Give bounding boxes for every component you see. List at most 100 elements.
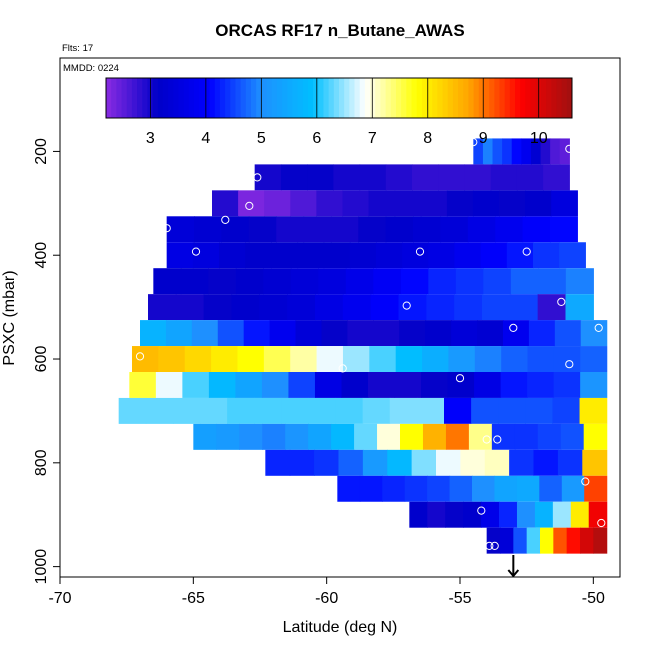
heatmap-cell [533, 242, 560, 269]
colorbar-segment [276, 78, 283, 118]
sample-marker [509, 323, 518, 332]
heatmap-cell [259, 294, 288, 321]
heatmap-cell [368, 372, 396, 398]
heatmap-cell [331, 423, 355, 450]
colorbar-segment [297, 78, 304, 118]
heatmap-cell [203, 294, 233, 321]
colorbar-segment [245, 78, 252, 118]
heatmap-cell [593, 527, 608, 554]
heatmap-cell [537, 423, 562, 450]
heatmap-cell [409, 501, 428, 528]
sample-marker [143, 283, 153, 292]
sample-markers [135, 138, 606, 551]
heatmap-cell [474, 372, 502, 398]
heatmap-cell [132, 346, 159, 372]
heatmap-cell [500, 527, 514, 554]
heatmap-cell [211, 346, 239, 372]
heatmap-cell [369, 346, 397, 372]
heatmap-cell [263, 346, 291, 372]
sample-marker [455, 374, 465, 383]
heatmap-layers [118, 138, 608, 554]
heatmap-cell [335, 397, 364, 424]
x-axis-label: Latitude (deg N) [283, 619, 398, 636]
colorbar-segment [162, 78, 169, 118]
colorbar-segment [137, 78, 143, 118]
heatmap-cell [464, 164, 492, 191]
colorbar-segment [106, 78, 112, 118]
colorbar-segment [287, 78, 293, 118]
heatmap-cell [472, 190, 500, 217]
heatmap-cell [398, 294, 427, 321]
heatmap-cell [427, 501, 446, 528]
sample-marker [245, 201, 254, 210]
heatmap-cell [579, 397, 608, 424]
colorbar-segment [183, 78, 190, 118]
colorbar-segment [219, 78, 226, 118]
colorbar-segment [509, 78, 516, 118]
heatmap-cell [425, 320, 452, 347]
heatmap-cell [382, 475, 406, 502]
heatmap-cell [521, 138, 532, 165]
position-arrow [507, 555, 520, 578]
colorbar-segment [256, 78, 262, 118]
heatmap-cell [467, 216, 496, 243]
heatmap-cell [526, 527, 541, 554]
heatmap-cell [330, 216, 359, 243]
heatmap-cell [527, 346, 555, 372]
colorbar-segment [168, 78, 174, 118]
colorbar-segment [515, 78, 521, 118]
heatmap-cell [528, 320, 556, 347]
heatmap-cell [216, 423, 240, 450]
colorbar-segment [152, 78, 159, 118]
heatmap-cell [516, 164, 544, 191]
heatmap-cell [509, 449, 535, 476]
y-tick-label: 1000 [33, 549, 50, 585]
colorbar-segment [333, 78, 340, 118]
heatmap-cell [463, 501, 482, 528]
heatmap-cell [248, 216, 277, 243]
heatmap-cell [308, 423, 332, 450]
colorbar-tick-label: 8 [423, 130, 432, 147]
heatmap-cell [539, 475, 563, 502]
heatmap-cell [492, 138, 503, 165]
heatmap-cell [153, 268, 182, 295]
heatmap-cell [514, 423, 539, 450]
heatmap-cell [553, 372, 581, 398]
heatmap-cell [245, 242, 272, 269]
heatmap-cell [525, 190, 552, 217]
heatmap-cell [553, 346, 581, 372]
heatmap-cell [358, 216, 387, 243]
heatmap-cell [263, 268, 292, 295]
heatmap-cell [416, 397, 445, 424]
sample-marker [191, 247, 201, 256]
heatmap-cell [580, 527, 594, 554]
heatmap-cell [342, 346, 370, 372]
heatmap-cell [499, 190, 526, 217]
heatmap-cell [235, 372, 263, 398]
heatmap-cell [362, 397, 391, 424]
heatmap-cell [333, 164, 361, 191]
heatmap-cell [191, 320, 219, 347]
colorbar-segment [188, 78, 195, 118]
heatmap-cell [557, 449, 583, 476]
colorbar-segment [489, 78, 495, 118]
heatmap-cell [175, 294, 205, 321]
heatmap-cell [446, 190, 474, 217]
heatmap-cell [314, 372, 343, 398]
colorbar-tick-label: 7 [368, 130, 377, 147]
heatmap-cell [525, 397, 554, 424]
heatmap-cell [264, 190, 291, 217]
heatmap-cell [438, 164, 466, 191]
heatmap-cell [551, 190, 578, 217]
heatmap-cell [554, 320, 582, 347]
colorbar-segment [323, 78, 330, 118]
heatmap-cell [540, 527, 554, 554]
heatmap-cell [510, 268, 539, 295]
colorbar-segment [126, 78, 133, 118]
colorbar-segment [214, 78, 221, 118]
heatmap-cell [290, 268, 319, 295]
colorbar-segment [463, 78, 469, 118]
heatmap-cell [399, 320, 426, 347]
colorbar-segment [292, 78, 299, 118]
colorbar-segment [261, 78, 268, 118]
